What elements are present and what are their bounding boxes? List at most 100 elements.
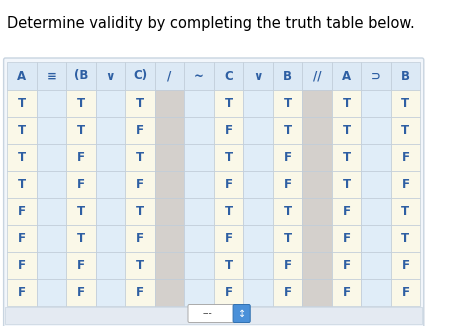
Bar <box>391 225 420 252</box>
Bar <box>361 279 391 306</box>
Bar <box>214 198 243 225</box>
Text: ∨: ∨ <box>253 69 263 82</box>
Bar <box>125 225 155 252</box>
Bar <box>243 117 273 144</box>
Text: T: T <box>342 124 350 137</box>
Bar <box>7 117 36 144</box>
Bar <box>66 198 96 225</box>
Text: F: F <box>401 178 410 191</box>
Bar <box>96 171 125 198</box>
Bar <box>214 225 243 252</box>
Text: T: T <box>77 124 85 137</box>
Text: T: T <box>18 97 26 110</box>
Bar <box>7 252 36 279</box>
FancyBboxPatch shape <box>4 58 424 326</box>
Bar <box>7 62 36 90</box>
Bar <box>184 90 214 117</box>
Text: F: F <box>283 178 292 191</box>
Bar <box>332 198 361 225</box>
Bar <box>125 279 155 306</box>
Bar <box>361 225 391 252</box>
Text: F: F <box>283 151 292 164</box>
FancyBboxPatch shape <box>188 304 236 322</box>
Bar <box>125 117 155 144</box>
Bar <box>332 117 361 144</box>
Bar <box>96 90 125 117</box>
Text: T: T <box>283 205 292 218</box>
Bar <box>273 171 302 198</box>
Bar <box>243 171 273 198</box>
Bar <box>243 198 273 225</box>
Text: ↕: ↕ <box>237 308 246 319</box>
Bar <box>184 117 214 144</box>
Bar <box>361 117 391 144</box>
Bar <box>302 90 332 117</box>
Bar <box>155 171 184 198</box>
Bar <box>125 171 155 198</box>
Bar <box>36 279 66 306</box>
Bar <box>243 279 273 306</box>
Text: F: F <box>342 232 350 245</box>
Bar <box>96 198 125 225</box>
Text: F: F <box>136 124 144 137</box>
Bar <box>361 171 391 198</box>
Bar <box>184 62 214 90</box>
Bar <box>361 90 391 117</box>
Bar <box>66 225 96 252</box>
Bar <box>302 171 332 198</box>
Text: C): C) <box>133 69 147 82</box>
Bar <box>361 198 391 225</box>
Text: //: // <box>313 69 321 82</box>
Bar <box>7 144 36 171</box>
Bar <box>36 62 66 90</box>
Text: ∨: ∨ <box>106 69 115 82</box>
Text: T: T <box>136 205 144 218</box>
Text: ⊃: ⊃ <box>371 69 381 82</box>
Text: F: F <box>225 124 232 137</box>
Bar <box>184 198 214 225</box>
Bar <box>273 62 302 90</box>
Bar <box>243 62 273 90</box>
Bar <box>391 117 420 144</box>
Text: F: F <box>342 259 350 272</box>
Bar <box>332 279 361 306</box>
Bar <box>155 62 184 90</box>
Bar <box>125 62 155 90</box>
Text: F: F <box>136 286 144 299</box>
Text: B: B <box>283 69 292 82</box>
Text: F: F <box>401 286 410 299</box>
FancyBboxPatch shape <box>233 304 250 322</box>
Text: F: F <box>136 178 144 191</box>
Bar <box>273 90 302 117</box>
Bar <box>66 252 96 279</box>
Bar <box>273 144 302 171</box>
Bar <box>36 225 66 252</box>
Bar <box>332 62 361 90</box>
Text: ~: ~ <box>194 69 204 82</box>
Text: T: T <box>283 232 292 245</box>
Bar <box>243 252 273 279</box>
Text: F: F <box>342 286 350 299</box>
Text: F: F <box>77 286 85 299</box>
Text: F: F <box>401 259 410 272</box>
Bar <box>36 144 66 171</box>
Bar <box>273 252 302 279</box>
Bar <box>96 62 125 90</box>
Text: F: F <box>77 259 85 272</box>
Bar <box>214 252 243 279</box>
Bar <box>36 252 66 279</box>
Text: F: F <box>283 259 292 272</box>
Bar <box>155 144 184 171</box>
Bar <box>243 225 273 252</box>
Text: /: / <box>167 69 172 82</box>
Bar <box>391 62 420 90</box>
Bar <box>36 198 66 225</box>
Bar <box>391 252 420 279</box>
Bar <box>36 171 66 198</box>
Bar <box>66 90 96 117</box>
Text: F: F <box>283 286 292 299</box>
Text: T: T <box>224 205 233 218</box>
Bar <box>214 62 243 90</box>
Bar <box>96 279 125 306</box>
Bar <box>361 62 391 90</box>
